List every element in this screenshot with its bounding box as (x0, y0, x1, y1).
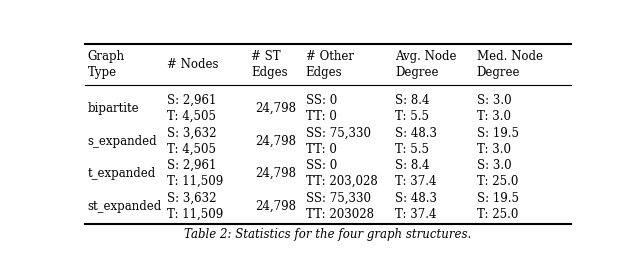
Text: S: 19.5
T: 3.0: S: 19.5 T: 3.0 (477, 127, 519, 156)
Text: Avg. Node
Degree: Avg. Node Degree (395, 50, 456, 79)
Text: t_expanded: t_expanded (88, 167, 156, 180)
Text: # Other
Edges: # Other Edges (306, 50, 354, 79)
Text: 24,798: 24,798 (255, 200, 296, 213)
Text: # ST
Edges: # ST Edges (251, 50, 288, 79)
Text: 24,798: 24,798 (255, 135, 296, 147)
Text: s_expanded: s_expanded (88, 135, 157, 147)
Text: S: 3,632
T: 4,505: S: 3,632 T: 4,505 (167, 127, 216, 156)
Text: 24,798: 24,798 (255, 102, 296, 115)
Text: S: 19.5
T: 25.0: S: 19.5 T: 25.0 (477, 192, 519, 221)
Text: S: 48.3
T: 37.4: S: 48.3 T: 37.4 (395, 192, 437, 221)
Text: S: 2,961
T: 4,505: S: 2,961 T: 4,505 (167, 94, 216, 123)
Text: 24,798: 24,798 (255, 167, 296, 180)
Text: S: 2,961
T: 11,509: S: 2,961 T: 11,509 (167, 159, 223, 188)
Text: Table 2: Statistics for the four graph structures.: Table 2: Statistics for the four graph s… (184, 228, 472, 241)
Text: SS: 75,330
TT: 0: SS: 75,330 TT: 0 (306, 127, 371, 156)
Text: S: 3,632
T: 11,509: S: 3,632 T: 11,509 (167, 192, 223, 221)
Text: Graph
Type: Graph Type (88, 50, 125, 79)
Text: S: 48.3
T: 5.5: S: 48.3 T: 5.5 (395, 127, 437, 156)
Text: S: 3.0
T: 25.0: S: 3.0 T: 25.0 (477, 159, 518, 188)
Text: SS: 0
TT: 0: SS: 0 TT: 0 (306, 94, 337, 123)
Text: S: 8.4
T: 37.4: S: 8.4 T: 37.4 (395, 159, 436, 188)
Text: Med. Node
Degree: Med. Node Degree (477, 50, 543, 79)
Text: S: 3.0
T: 3.0: S: 3.0 T: 3.0 (477, 94, 511, 123)
Text: # Nodes: # Nodes (167, 58, 218, 71)
Text: SS: 0
TT: 203,028: SS: 0 TT: 203,028 (306, 159, 378, 188)
Text: bipartite: bipartite (88, 102, 139, 115)
Text: S: 8.4
T: 5.5: S: 8.4 T: 5.5 (395, 94, 429, 123)
Text: SS: 75,330
TT: 203028: SS: 75,330 TT: 203028 (306, 192, 374, 221)
Text: st_expanded: st_expanded (88, 200, 162, 213)
